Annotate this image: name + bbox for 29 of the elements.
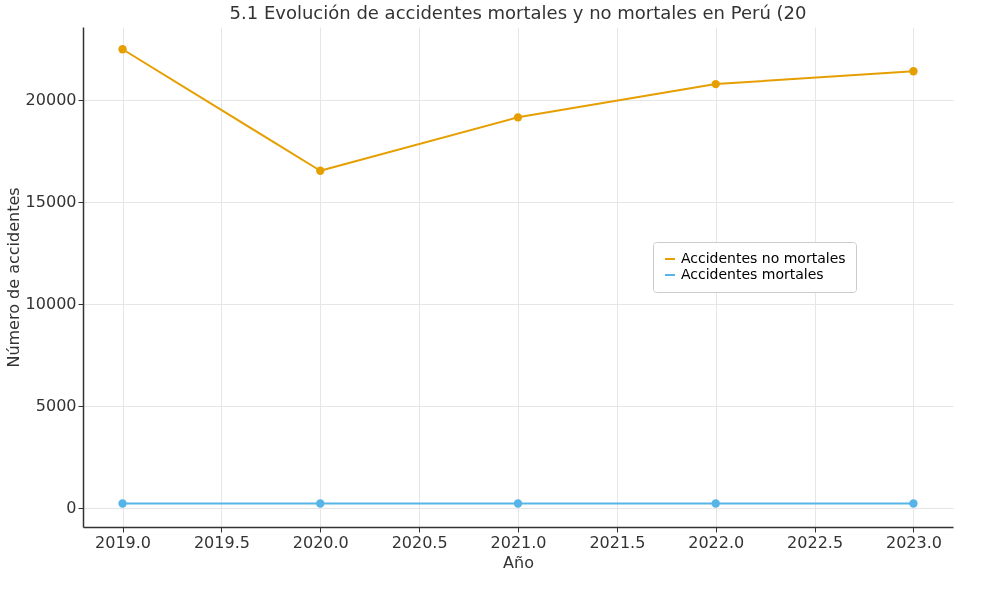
y-tick-label: 15000 — [25, 192, 77, 212]
point — [711, 499, 720, 508]
x-tick-label: 2020.0 — [292, 532, 349, 552]
point — [513, 499, 523, 508]
point — [513, 113, 523, 122]
y-tick-label: 20000 — [25, 90, 77, 110]
chart-title: 5.1 Evolución de accidentes mortales y no mortales en Perú (20 — [229, 2, 807, 23]
y-tick-label: 0 — [66, 498, 77, 518]
legend-label: Accidentes no mortales — [681, 250, 846, 266]
x-tick-label: 2022.5 — [787, 532, 844, 552]
point — [909, 499, 918, 508]
x-tick-label: 2020.5 — [391, 532, 448, 552]
x-tick-label: 2019.0 — [95, 532, 152, 552]
x-tick-label: 2023.0 — [885, 532, 942, 552]
point — [118, 499, 127, 508]
legend-label: Accidentes mortales — [681, 266, 824, 282]
y-tick-label: 5000 — [35, 396, 77, 416]
x-tick-label: 2019.5 — [193, 532, 250, 552]
point — [909, 67, 918, 76]
point — [316, 166, 325, 175]
y-axis-title: Número de accidentes — [3, 187, 23, 368]
x-tick-label: 2021.5 — [589, 532, 646, 552]
point — [711, 79, 720, 89]
x-tick-label: 2021.0 — [490, 532, 547, 552]
y-tick-label: 10000 — [25, 294, 77, 314]
x-axis-title: Año — [503, 552, 534, 572]
point — [316, 499, 325, 508]
point — [118, 45, 127, 54]
x-tick-label: 2022.0 — [688, 532, 745, 552]
